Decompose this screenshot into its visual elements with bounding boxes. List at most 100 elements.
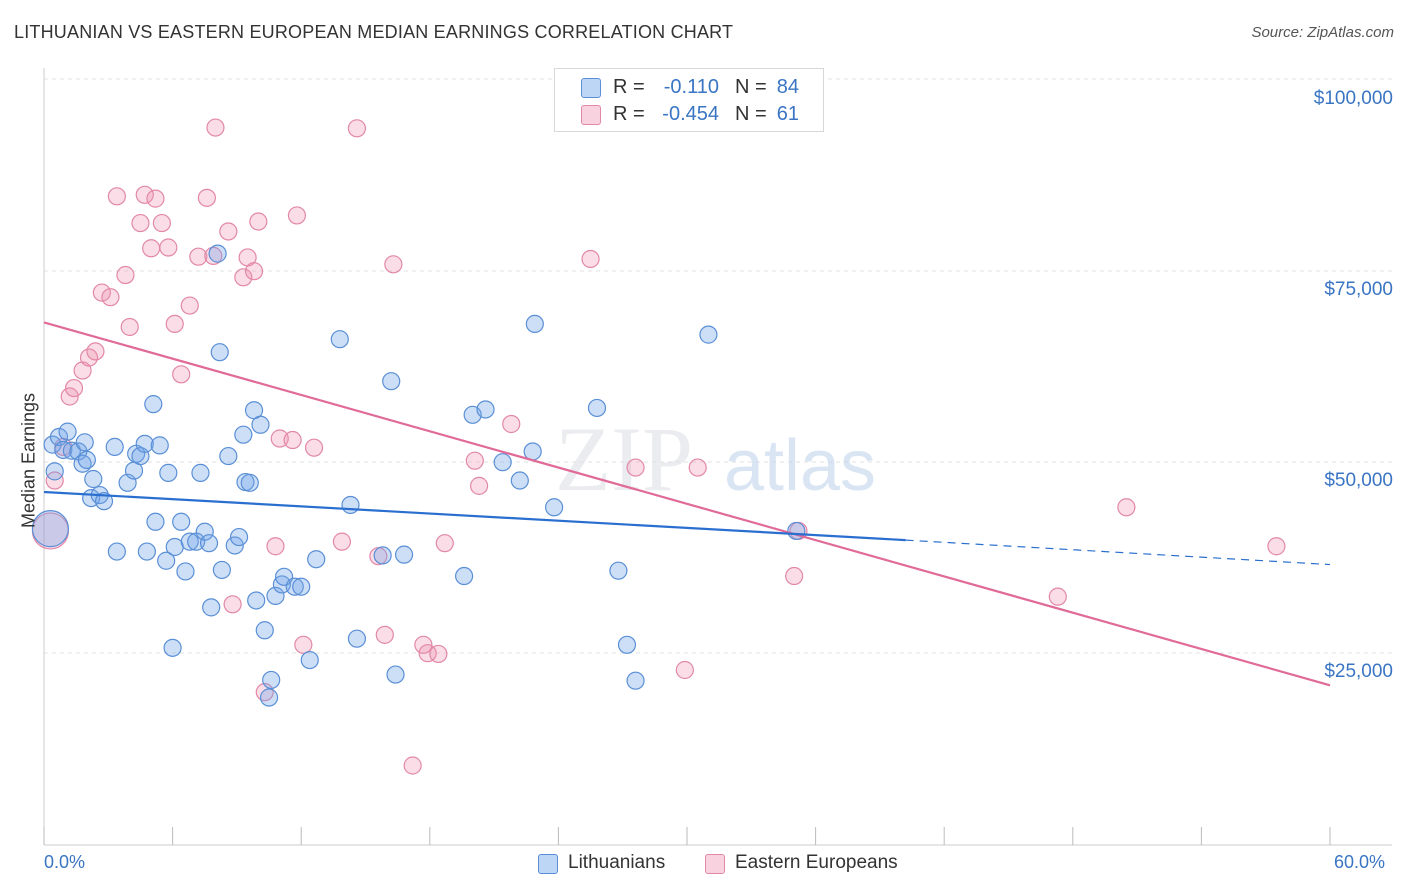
lithuanians-point (45, 462, 64, 481)
lithuanians-point (285, 577, 304, 596)
lithuanians-points (31, 244, 806, 707)
legend-n-value: 61 (776, 103, 799, 125)
eastern-europeans-point (135, 185, 154, 204)
eastern-europeans-point (159, 238, 178, 257)
lithuanians-point (77, 450, 96, 469)
eastern-europeans-point (131, 213, 150, 233)
lithuanians-point (157, 551, 176, 570)
eastern-europeans-trend-line (43, 321, 1331, 687)
lithuanians-point (262, 670, 281, 690)
gridlines (44, 78, 1392, 654)
eastern-europeans-point (581, 249, 600, 269)
lithuanians-point (146, 512, 165, 531)
eastern-europeans-point (152, 213, 171, 233)
legend-swatch-blue (581, 78, 601, 98)
eastern-europeans-point (244, 262, 264, 281)
eastern-europeans-point (180, 296, 199, 315)
lithuanians-point (330, 330, 349, 349)
series-legend: Lithuanians Eastern Europeans (0, 852, 1406, 878)
lithuanians-point (94, 492, 114, 511)
lithuanians-point (454, 566, 474, 586)
lithuanians-point (493, 453, 512, 472)
lithuanians-point (266, 586, 285, 605)
eastern-europeans-point (101, 288, 120, 307)
eastern-europeans-point (304, 438, 324, 457)
lithuanians-point (212, 560, 231, 580)
eastern-europeans-point (92, 283, 111, 302)
lithuanians-point (75, 433, 94, 452)
x-tick-label-max: 60.0% (1334, 852, 1386, 872)
lithuanians-point (58, 422, 77, 441)
lithuanians-point (386, 665, 405, 684)
x-tick-label-min: 0.0% (44, 852, 86, 872)
lithuanians-point (307, 550, 326, 569)
lithuanians-point (225, 536, 244, 555)
lithuanians-trend-line (43, 490, 906, 542)
lithuanians-point (135, 434, 154, 453)
lithuanians-point (107, 542, 126, 561)
lithuanians-point (159, 463, 178, 482)
eastern-europeans-point (206, 118, 225, 137)
lithuanians-point (202, 598, 221, 617)
eastern-europeans-point (172, 365, 191, 384)
chart-title: LITHUANIAN VS EASTERN EUROPEAN MEDIAN EA… (14, 22, 734, 42)
lithuanians-point (341, 495, 360, 515)
eastern-europeans-point (234, 268, 253, 287)
lithuanians-point (144, 395, 163, 414)
y-tick-labels: $25,000 $50,000 $75,000 $100,000 (1314, 88, 1393, 682)
lithuanians-point (525, 314, 544, 334)
eastern-europeans-point (403, 756, 422, 775)
lithuanians-point (292, 577, 311, 596)
source-label: Source: ZipAtlas.com (1251, 24, 1394, 41)
lithuanians-point (191, 463, 210, 482)
eastern-europeans-point (465, 451, 484, 470)
lithuanians-point (626, 671, 645, 690)
eastern-europeans-point (287, 206, 307, 225)
eastern-europeans-point (86, 342, 105, 361)
eastern-europeans-point (785, 566, 804, 586)
legend-swatch-pink (705, 854, 725, 874)
lithuanians-point (259, 688, 279, 707)
lithuanians-point (373, 546, 392, 565)
lithuanians-point (347, 629, 367, 648)
lithuanians-point (137, 542, 156, 561)
zipatlas-watermark: ZIP atlas (555, 408, 876, 510)
lithuanians-point (172, 512, 191, 531)
legend-n-label: N = (735, 103, 767, 125)
eastern-europeans-point (1267, 537, 1286, 556)
lithuanians-point (251, 415, 270, 434)
lithuanians-point (382, 372, 401, 391)
legend-n-label: N = (735, 76, 767, 98)
eastern-europeans-point (469, 476, 489, 495)
lithuanians-point (545, 498, 564, 517)
lithuanians-point (105, 437, 124, 457)
eastern-europeans-point (688, 458, 707, 477)
eastern-europeans-point (1048, 587, 1067, 606)
legend-swatch-blue (538, 854, 558, 874)
lithuanians-point (163, 638, 182, 657)
y-tick-label: $25,000 (1324, 661, 1393, 682)
legend-swatch-pink (581, 105, 601, 125)
lithuanians-point (510, 471, 529, 490)
eastern-europeans-point (283, 430, 302, 450)
eastern-europeans-point (116, 265, 135, 285)
lithuanians-trend-extension (905, 539, 1331, 566)
lithuanians-point (176, 562, 195, 581)
eastern-europeans-point (375, 625, 394, 644)
eastern-europeans-point (249, 212, 268, 231)
lithuanians-point (240, 473, 259, 492)
eastern-europeans-point (64, 378, 84, 398)
lithuanians-point (208, 244, 227, 263)
eastern-europeans-point (223, 595, 242, 614)
lithuanians-point (180, 532, 199, 551)
eastern-europeans-point (347, 119, 367, 138)
lithuanians-point (255, 621, 274, 640)
eastern-europeans-point (384, 255, 403, 274)
eastern-europeans-point (429, 644, 448, 664)
lithuanians-point (219, 446, 238, 466)
legend-r-label: R = (613, 103, 645, 125)
eastern-europeans-point (414, 635, 433, 654)
eastern-europeans-point (294, 635, 313, 654)
eastern-europeans-point (142, 239, 161, 258)
